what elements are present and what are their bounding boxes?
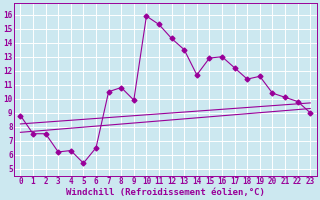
X-axis label: Windchill (Refroidissement éolien,°C): Windchill (Refroidissement éolien,°C) (66, 188, 265, 197)
